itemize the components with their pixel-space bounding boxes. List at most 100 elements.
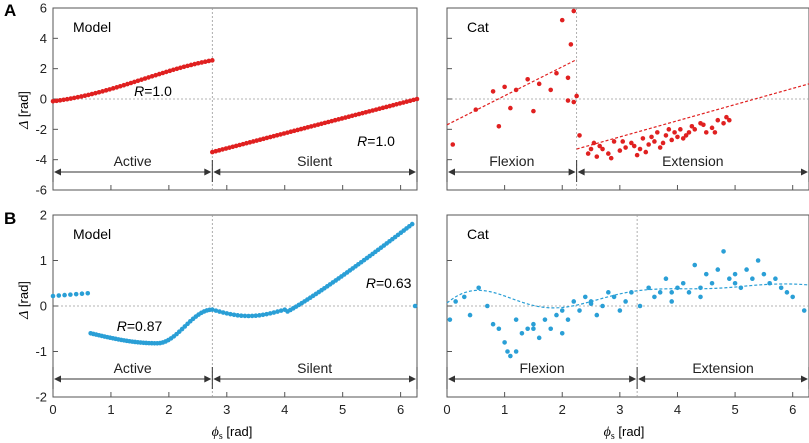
x-tick-label: 2 <box>559 402 566 417</box>
data-point <box>709 125 715 131</box>
y-tick-label: -6 <box>35 183 47 198</box>
data-point <box>174 66 180 72</box>
panel-letter-a: A <box>4 1 16 20</box>
data-point <box>715 117 721 123</box>
svg-text:Δ [rad]: Δ [rad] <box>16 91 32 130</box>
data-point <box>577 133 582 138</box>
phase-label-second: Silent <box>297 360 332 376</box>
data-point <box>617 148 623 153</box>
phase-arrow-first-head-right <box>204 375 212 383</box>
fit-line <box>446 59 577 126</box>
data-point <box>727 276 732 282</box>
data-point <box>496 124 502 129</box>
data-point <box>594 312 600 318</box>
data-point <box>121 82 127 88</box>
phase-arrow-second-head-right <box>801 375 808 383</box>
data-point <box>536 335 542 341</box>
data-point <box>461 294 467 300</box>
data-point <box>117 83 123 89</box>
data-point <box>490 89 496 94</box>
data-point <box>496 326 502 332</box>
data-point <box>554 70 559 76</box>
data-point <box>178 65 183 71</box>
data-point <box>738 285 744 291</box>
data-point <box>631 143 637 149</box>
data-point <box>238 313 244 318</box>
data-point <box>712 130 718 135</box>
data-point <box>571 99 577 105</box>
x-tick-label: 6 <box>789 402 796 417</box>
data-point <box>453 299 458 304</box>
data-point <box>588 301 594 307</box>
data-point <box>135 78 141 84</box>
data-point <box>646 142 651 147</box>
r-annotation: R=1.0 <box>134 83 172 99</box>
data-point <box>703 271 709 277</box>
data-point <box>409 221 415 227</box>
data-point <box>217 309 222 314</box>
phase-arrow-first-head-left <box>448 375 455 383</box>
plot-title: Model <box>73 226 111 242</box>
data-point <box>611 294 617 300</box>
data-point <box>611 139 617 144</box>
data-point <box>594 154 600 159</box>
x-axis-label-left: ϕs [rad] <box>212 424 253 442</box>
data-point <box>548 326 554 332</box>
data-point <box>68 292 73 297</box>
data-point <box>275 309 280 314</box>
data-point <box>73 291 79 297</box>
phase-arrow-second-head-left <box>638 375 646 383</box>
data-point <box>698 285 703 291</box>
data-point <box>732 271 738 277</box>
data-point <box>686 290 692 295</box>
data-point <box>220 310 226 315</box>
data-point <box>79 94 84 99</box>
data-point <box>663 276 669 282</box>
y-tick-label: 0 <box>40 299 47 314</box>
data-point <box>171 67 176 73</box>
data-point <box>253 313 259 318</box>
data-point <box>698 294 703 300</box>
data-point <box>701 122 706 128</box>
data-point <box>600 303 605 309</box>
data-point <box>50 293 56 299</box>
data-point <box>107 87 112 92</box>
data-point <box>784 290 790 295</box>
data-point <box>125 81 130 87</box>
y-tick-label: 2 <box>40 208 47 223</box>
data-point <box>637 303 643 309</box>
data-point <box>675 285 680 291</box>
data-point <box>565 98 571 103</box>
data-point <box>513 317 519 322</box>
x-tick-label: 4 <box>281 402 288 417</box>
data-point <box>732 280 738 286</box>
data-point <box>210 58 215 63</box>
data-point <box>657 290 663 295</box>
x-tick-label: 4 <box>674 402 681 417</box>
data-point <box>727 117 732 123</box>
phase-label-second: Extension <box>692 360 753 376</box>
data-point <box>652 139 657 144</box>
data-point <box>750 276 755 282</box>
data-point <box>235 313 240 318</box>
data-point <box>519 331 525 336</box>
data-point <box>608 155 614 161</box>
data-point <box>513 87 519 93</box>
data-point <box>476 285 481 291</box>
data-point <box>675 134 680 140</box>
y-tick-label: -1 <box>35 344 47 359</box>
x-tick-label: 2 <box>165 402 172 417</box>
data-point <box>666 127 672 132</box>
data-point <box>142 76 148 81</box>
phase-arrow-first-head-right <box>204 168 212 176</box>
data-point <box>654 130 660 135</box>
plot-title: Model <box>73 19 111 35</box>
data-point <box>640 136 646 141</box>
data-point <box>447 317 453 322</box>
data-point <box>525 326 530 332</box>
data-point <box>649 134 654 140</box>
data-point <box>571 299 577 304</box>
data-point <box>703 130 709 135</box>
data-point <box>531 326 536 332</box>
